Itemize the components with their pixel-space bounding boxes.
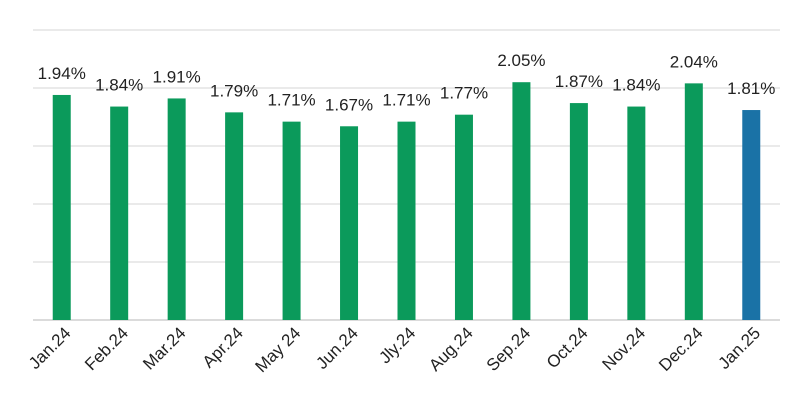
- data-label: 1.67%: [325, 95, 373, 114]
- bar-jan-25: [742, 110, 761, 320]
- x-tick-label: May 24: [252, 323, 305, 376]
- data-label: 1.79%: [210, 81, 258, 100]
- data-label: 1.84%: [95, 76, 143, 95]
- data-label: 1.71%: [267, 91, 315, 110]
- data-labels: 1.94% 1.84% 1.91% 1.79% 1.71% 1.67% 1.71% 1.77%…: [38, 51, 776, 114]
- data-label: 1.71%: [382, 91, 430, 110]
- x-tick-label: Jan.24: [25, 323, 75, 373]
- bar-jly-24: [397, 121, 416, 320]
- bar-may-24: [282, 121, 301, 320]
- x-tick-label: Mar.24: [139, 323, 189, 373]
- bar-sep-24: [512, 82, 531, 320]
- data-label: 2.04%: [670, 52, 718, 71]
- bar-jan-24: [52, 94, 71, 321]
- bar-apr-24: [225, 112, 244, 320]
- bar-nov-24: [627, 106, 646, 320]
- data-label: 1.87%: [555, 72, 603, 91]
- bar-mar-24: [167, 98, 186, 320]
- bar-feb-24: [110, 106, 129, 320]
- x-tick-label: Jly.24: [375, 323, 419, 367]
- x-tick-label: Aug.24: [425, 323, 477, 375]
- data-label: 1.94%: [38, 64, 86, 83]
- x-tick-label: Dec.24: [655, 323, 707, 375]
- x-tick-label: Oct.24: [543, 323, 592, 372]
- bar-dec-24: [684, 83, 703, 320]
- data-label: 1.91%: [153, 67, 201, 86]
- data-label: 1.81%: [727, 79, 775, 98]
- bar-aug-24: [454, 114, 473, 321]
- data-label: 1.77%: [440, 84, 488, 103]
- x-tick-label: Nov.24: [599, 323, 650, 374]
- x-tick-label: Sep.24: [483, 323, 535, 375]
- x-tick-label: Jan.25: [715, 323, 765, 373]
- bar-oct-24: [569, 103, 588, 320]
- data-label: 1.84%: [612, 76, 660, 95]
- data-label: 2.05%: [497, 51, 545, 70]
- x-tick-label: Jun.24: [312, 323, 362, 373]
- bar-jun-24: [340, 126, 359, 320]
- x-tick-label: Feb.24: [81, 323, 132, 374]
- bars: [52, 82, 761, 321]
- x-tick-label: Apr.24: [199, 323, 247, 371]
- x-tick-labels: Jan.24 Feb.24 Mar.24 Apr.24 May 24 Jun.24 Jly.…: [25, 323, 764, 376]
